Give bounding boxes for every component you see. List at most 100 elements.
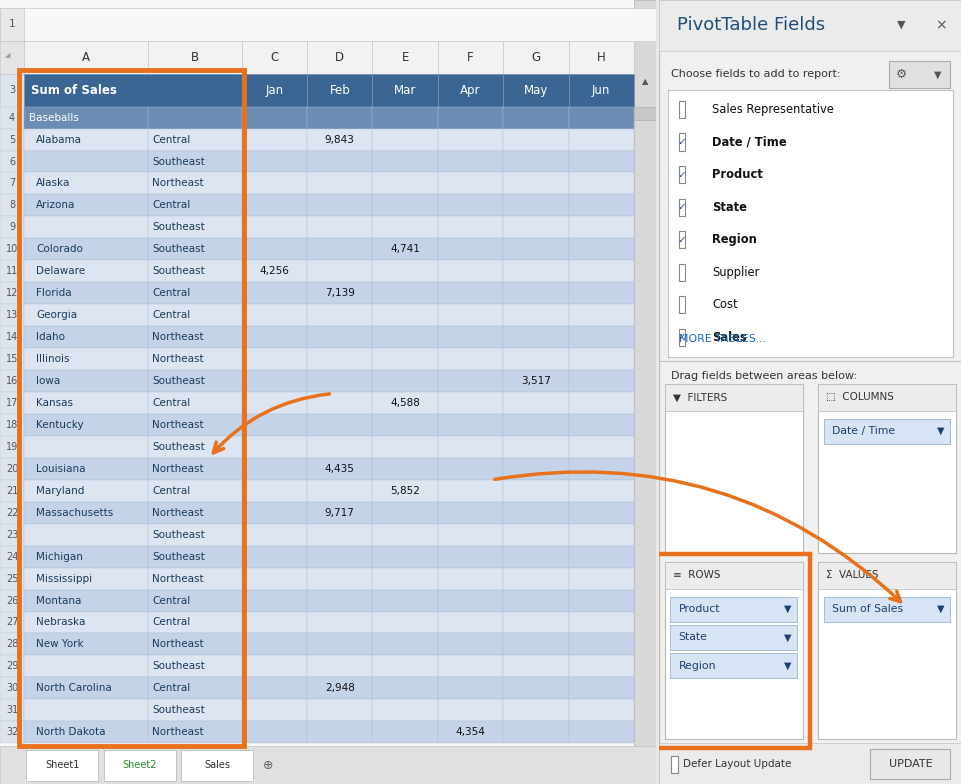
Text: Sales: Sales [204,760,230,770]
Bar [503,41,568,74]
Bar [817,562,955,589]
Text: Northeast: Northeast [152,179,204,188]
Bar [24,151,148,172]
Bar [24,326,148,348]
Bar [437,304,503,326]
Bar [437,677,503,699]
Bar [437,524,503,546]
Text: Date / Time: Date / Time [711,136,786,149]
Text: Region: Region [711,233,756,246]
Bar [670,653,797,678]
Bar [0,348,24,370]
Bar [568,260,633,282]
Bar [678,101,684,118]
Bar [241,216,307,238]
Bar [503,348,568,370]
Bar [307,282,372,304]
Bar [24,590,148,612]
Text: Southeast: Southeast [152,223,205,232]
Bar [437,129,503,151]
Bar [148,238,241,260]
Text: Kentucky: Kentucky [36,420,84,430]
Bar [437,216,503,238]
Text: Jan: Jan [265,84,283,96]
Bar [307,107,372,129]
Bar [24,74,241,107]
Bar [0,655,24,677]
Bar [24,216,148,238]
Text: Montana: Montana [36,596,82,605]
Text: Arizona: Arizona [36,201,75,210]
Bar [656,554,809,748]
Bar [568,480,633,502]
FancyBboxPatch shape [870,749,949,779]
Bar [503,612,568,633]
Bar [148,633,241,655]
Text: Central: Central [152,310,190,320]
Text: 1: 1 [9,20,15,29]
Text: Sales: Sales [711,331,746,344]
Bar [104,750,176,781]
Text: 7,139: 7,139 [325,289,355,298]
Bar [372,677,437,699]
Bar [503,524,568,546]
Text: 9,843: 9,843 [325,135,355,144]
Text: 4,256: 4,256 [259,267,289,276]
Text: 12: 12 [6,289,18,298]
Bar [372,612,437,633]
Bar [372,348,437,370]
Bar [0,41,24,74]
Bar [372,633,437,655]
Bar [568,568,633,590]
Bar [0,326,24,348]
Bar [148,590,241,612]
Text: 13: 13 [6,310,18,320]
Bar [437,458,503,480]
Text: New York: New York [36,640,84,649]
Bar [307,172,372,194]
Bar [437,633,503,655]
Bar [503,458,568,480]
Bar [241,172,307,194]
Text: Southeast: Southeast [152,662,205,671]
Bar [0,370,24,392]
Bar [307,370,372,392]
Bar [372,414,437,436]
Bar [372,282,437,304]
Text: ▼: ▼ [783,604,791,614]
Bar [664,562,802,589]
Text: 20: 20 [6,464,18,474]
Text: D: D [334,51,344,64]
Text: 8: 8 [9,201,15,210]
Bar [568,238,633,260]
Bar [148,721,241,743]
Bar [24,612,148,633]
Bar [633,107,655,120]
Bar [568,129,633,151]
Text: 4,588: 4,588 [390,398,420,408]
Bar [148,546,241,568]
Bar [568,721,633,743]
Bar [0,458,24,480]
Text: ✓: ✓ [677,202,685,212]
Text: ▼: ▼ [936,604,944,614]
Bar [503,238,568,260]
Bar [372,194,437,216]
Bar [148,655,241,677]
Bar [503,304,568,326]
Text: 6: 6 [9,157,15,166]
Bar [437,151,503,172]
Bar [307,326,372,348]
Bar [568,524,633,546]
Bar [568,612,633,633]
Bar [148,304,241,326]
Bar [0,414,24,436]
Bar [437,590,503,612]
Bar [148,370,241,392]
Text: Sheet1: Sheet1 [45,760,80,770]
Bar [24,107,148,129]
Text: Alaska: Alaska [36,179,70,188]
Bar [307,194,372,216]
Text: Feb: Feb [329,84,350,96]
Bar [307,655,372,677]
